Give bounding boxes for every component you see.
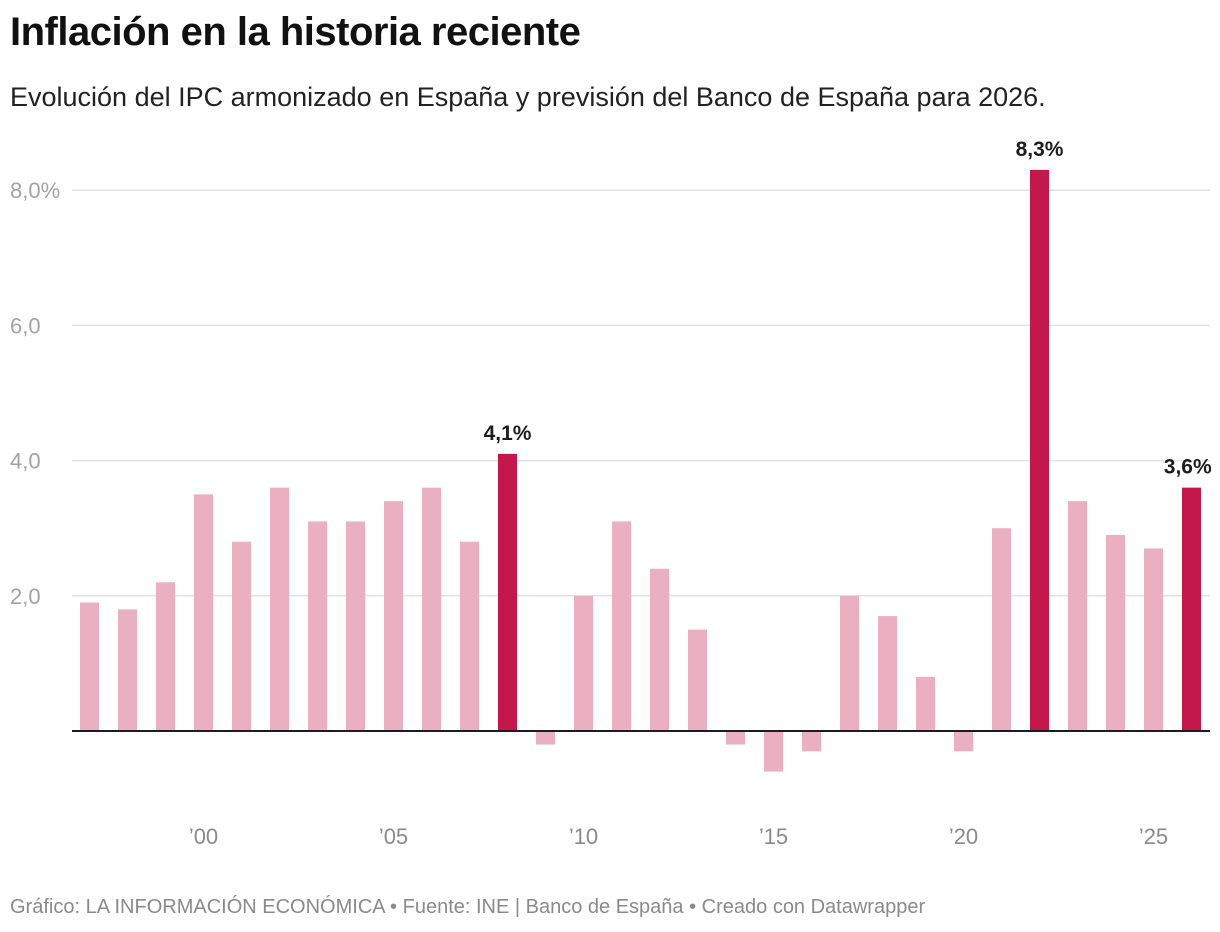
bar-2016	[802, 731, 821, 752]
bar-2026	[1182, 487, 1201, 731]
x-tick-label: ’15	[759, 824, 788, 849]
bar-2000	[194, 494, 213, 731]
bar-2008	[498, 453, 517, 731]
x-tick-label: ’05	[379, 824, 408, 849]
bar-2010	[574, 595, 593, 731]
data-label-2026: 3,6%	[1164, 456, 1212, 479]
bar-chart: 2,04,06,08,0% 4,1%8,3%3,6% ’00’05’10’15’…	[10, 138, 1212, 849]
y-tick-label: 4,0	[10, 449, 41, 474]
x-tick-label: ’00	[189, 824, 218, 849]
bar-1999	[156, 582, 175, 731]
data-label-2022: 8,3%	[1016, 138, 1064, 161]
bar-2014	[726, 731, 745, 745]
bar-2007	[460, 541, 479, 731]
y-tick-label: 6,0	[10, 313, 41, 338]
bar-1998	[118, 609, 137, 731]
chart-subtitle: Evolución del IPC armonizado en España y…	[10, 82, 1046, 112]
y-tick-label: 8,0%	[10, 178, 60, 203]
bar-2012	[650, 568, 669, 731]
y-axis-labels: 2,0 4,0 6,0 8,0%	[10, 178, 60, 609]
gridlines	[72, 189, 1210, 597]
bar-2018	[878, 616, 897, 731]
bar-2025	[1144, 548, 1163, 731]
bar-2015	[764, 731, 783, 772]
bar-2020	[954, 731, 973, 752]
bar-2004	[346, 521, 365, 731]
bar-2003	[308, 521, 327, 731]
x-tick-label: ’25	[1139, 824, 1168, 849]
bar-2019	[916, 676, 935, 731]
bar-1997	[80, 602, 99, 731]
bar-2011	[612, 521, 631, 731]
bar-2001	[232, 541, 251, 731]
y-tick-label: 2,0	[10, 584, 41, 609]
bar-2024	[1106, 534, 1125, 731]
x-axis-labels: ’00 ’05 ’10 ’15 ’20 ’25	[189, 824, 1168, 849]
bars	[80, 169, 1201, 772]
x-tick-label: ’10	[569, 824, 598, 849]
chart-title: Inflación en la historia reciente	[10, 10, 581, 54]
bar-2005	[384, 501, 403, 731]
bar-2022	[1030, 169, 1049, 732]
x-tick-label: ’20	[949, 824, 978, 849]
bar-2017	[840, 595, 859, 731]
bar-2021	[992, 528, 1011, 731]
bar-2023	[1068, 501, 1087, 731]
bar-2009	[536, 731, 555, 745]
bar-2002	[270, 487, 289, 731]
chart-footer: Gráfico: LA INFORMACIÓN ECONÓMICA • Fuen…	[10, 896, 926, 918]
bar-2013	[688, 629, 707, 731]
bar-2006	[422, 487, 441, 731]
data-labels: 4,1% 8,3% 3,6%	[484, 138, 1212, 479]
data-label-2008: 4,1%	[484, 422, 532, 445]
